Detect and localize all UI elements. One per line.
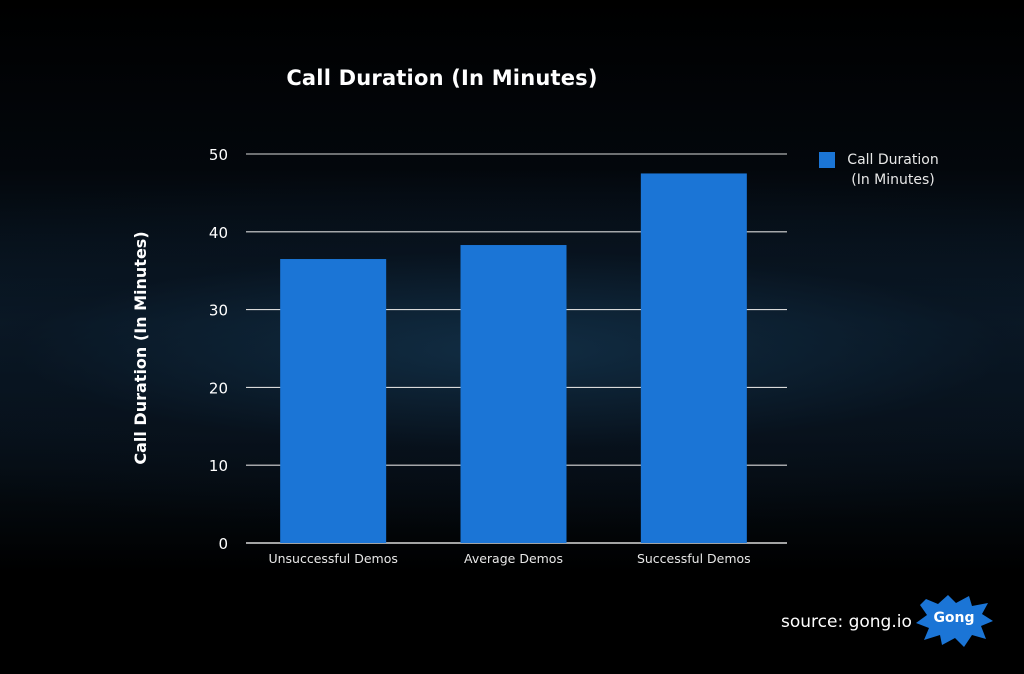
x-tick-label: Successful Demos — [637, 551, 751, 566]
gong-logo: Gong — [914, 593, 994, 649]
legend: Call Duration (In Minutes) — [819, 150, 943, 190]
legend-label-line: Call Duration — [847, 152, 939, 168]
bar-successful-demos — [640, 173, 747, 543]
y-tick-label: 30 — [209, 302, 228, 320]
y-tick-label: 10 — [209, 457, 228, 475]
logo-text: Gong — [933, 610, 975, 626]
x-tick-labels: Unsuccessful Demos Average Demos Successfu… — [268, 551, 750, 566]
logo-burst-icon — [916, 595, 993, 647]
bars — [280, 173, 747, 543]
legend-label: Call Duration (In Minutes) — [843, 150, 943, 190]
legend-swatch — [819, 152, 835, 168]
source-credit: source: gong.io — [781, 612, 912, 632]
bar-average-demos — [460, 245, 567, 543]
y-axis-label: Call Duration (In Minutes) — [131, 231, 150, 464]
y-tick-label: 0 — [218, 535, 228, 553]
y-tick-labels: 0 10 20 30 40 50 — [209, 146, 228, 553]
y-tick-label: 50 — [209, 146, 228, 164]
bar-unsuccessful-demos — [280, 259, 387, 543]
y-tick-label: 20 — [209, 379, 228, 397]
logo-burst-shape — [916, 595, 993, 647]
chart-title: Call Duration (In Minutes) — [286, 66, 598, 90]
x-tick-label: Average Demos — [464, 551, 563, 566]
x-tick-label: Unsuccessful Demos — [268, 551, 397, 566]
legend-label-line: (In Minutes) — [851, 172, 935, 188]
y-tick-label: 40 — [209, 224, 228, 242]
